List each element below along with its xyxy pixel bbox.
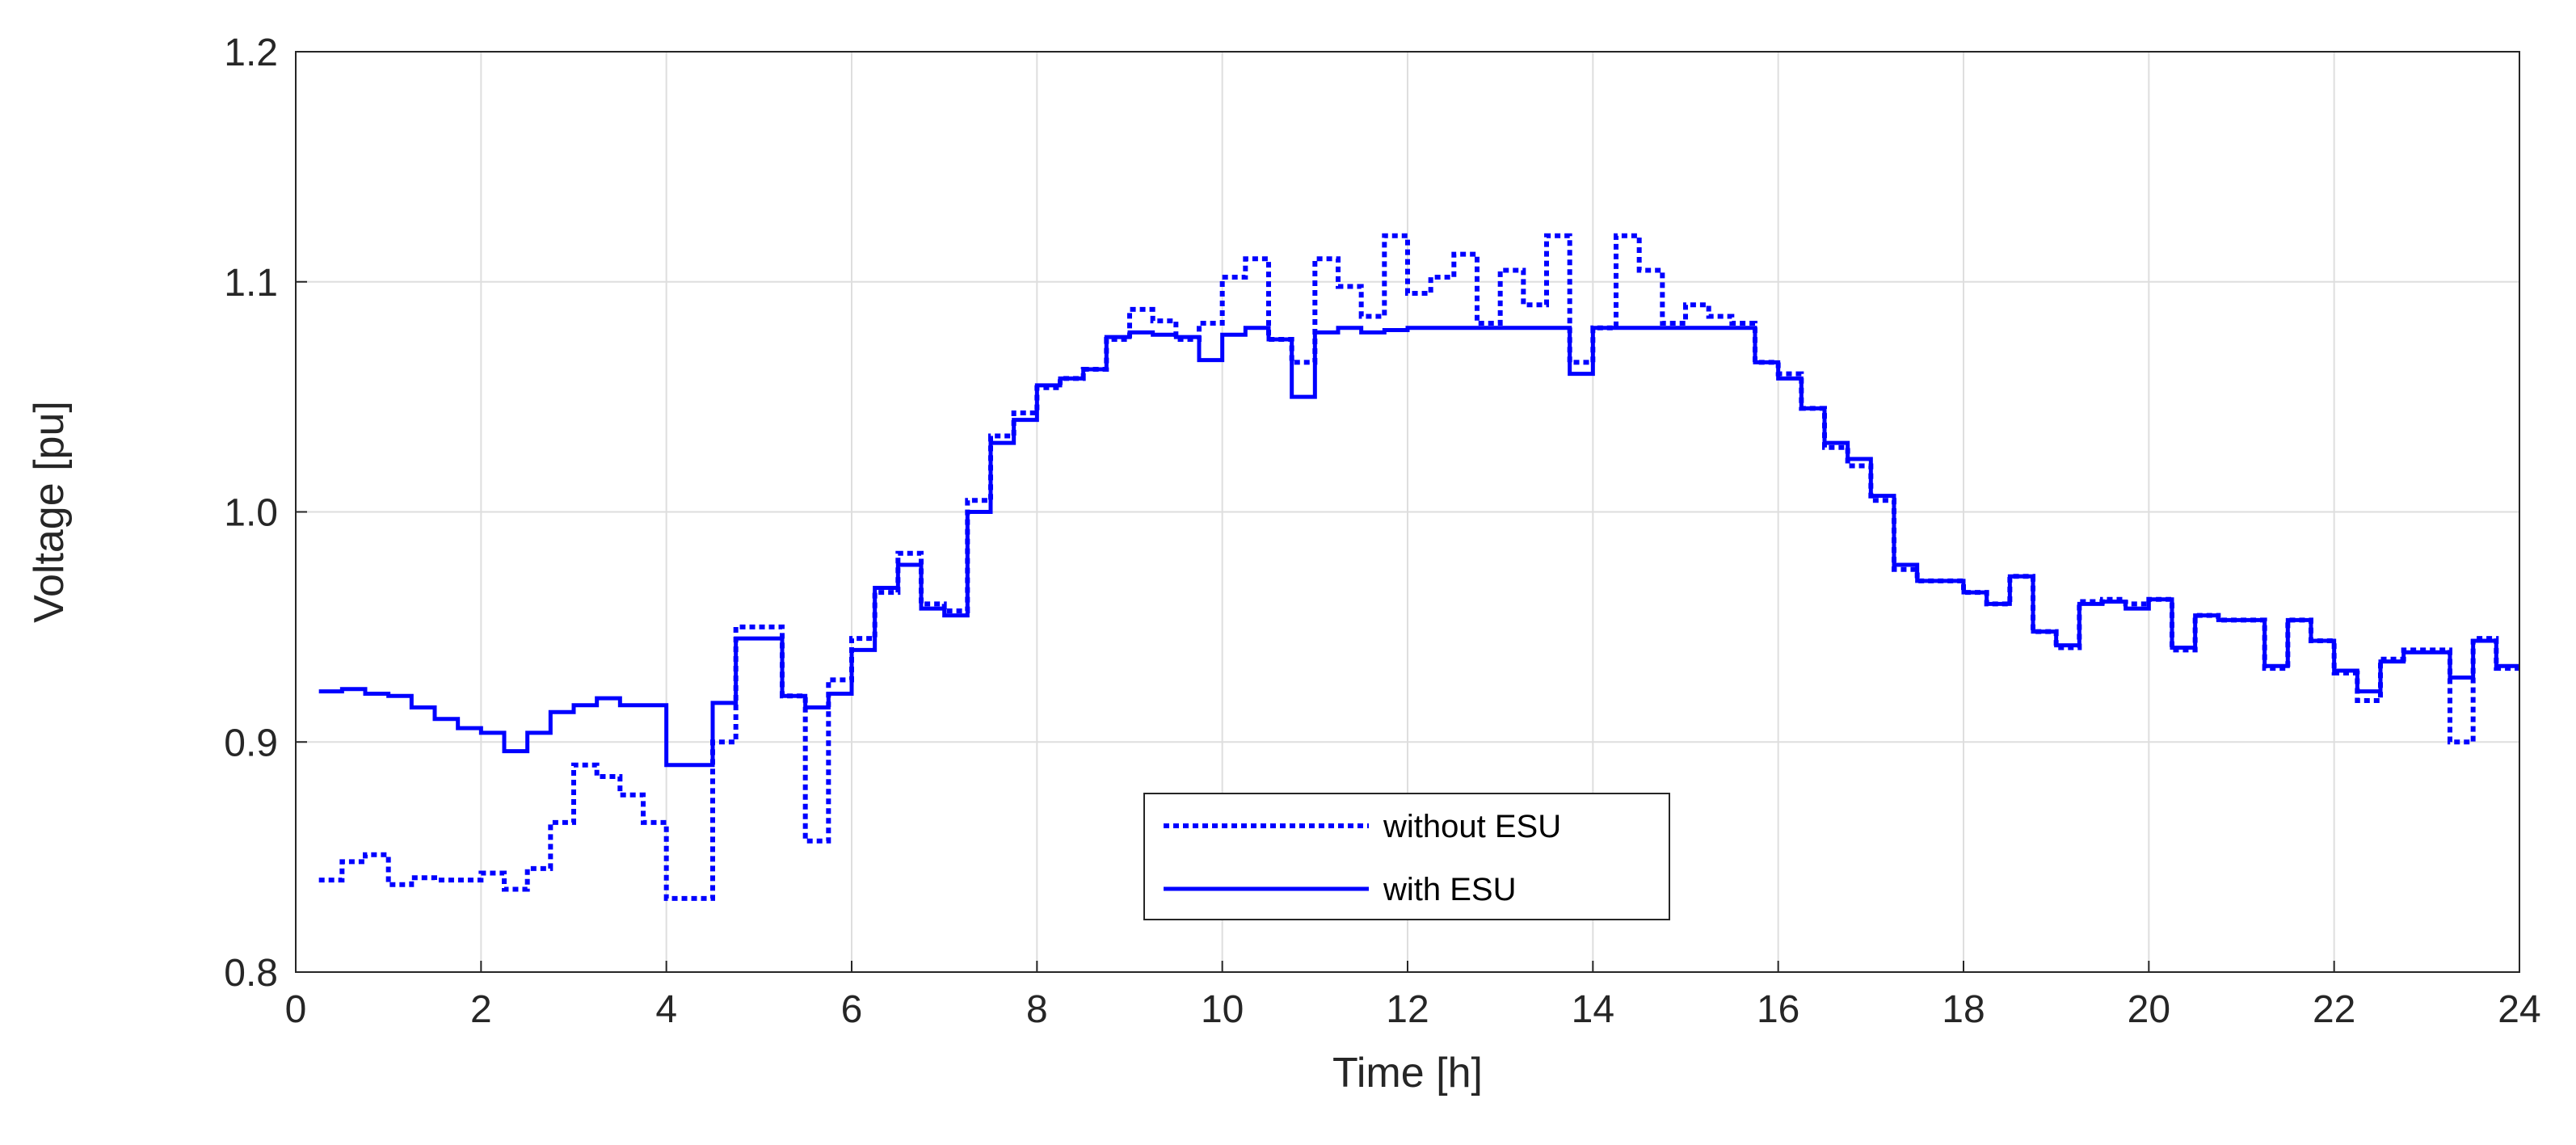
x-tick-label: 0 [285,988,307,1031]
x-tick-label: 2 [470,988,492,1031]
legend-label-without-esu: without ESU [1383,809,1561,844]
y-tick-label: 1.2 [224,32,278,74]
y-tick-label: 0.9 [224,722,278,764]
x-axis-ticks: 0 2 4 6 8 10 12 14 16 18 20 22 24 [285,961,2541,1031]
y-tick-label: 1.0 [224,492,278,535]
x-tick-label: 10 [1201,988,1244,1031]
x-tick-label: 4 [655,988,677,1031]
legend-label-with-esu: with ESU [1383,872,1517,907]
y-tick-label: 1.1 [224,262,278,305]
x-tick-label: 22 [2313,988,2355,1031]
legend-box [1143,793,1670,920]
x-tick-label: 8 [1026,988,1048,1031]
series-group [318,233,2519,901]
y-axis-label: Voltage [pu] [26,401,73,623]
x-tick-label: 16 [1757,988,1799,1031]
series-line-with-esu [318,326,2519,768]
y-tick-label: 0.8 [224,952,278,995]
x-tick-label: 20 [2128,988,2170,1031]
x-tick-label: 6 [841,988,863,1031]
x-tick-label: 14 [1572,988,1614,1031]
x-tick-label: 12 [1386,988,1429,1031]
series-line-without-esu [318,233,2519,901]
x-tick-label: 18 [1942,988,1985,1031]
y-axis-ticks: 0.8 0.9 1.0 1.1 1.2 [224,32,307,995]
x-axis-label: Time [h] [1332,1050,1483,1097]
legend: without ESU with ESU [1143,793,1670,920]
x-tick-label: 24 [2498,988,2540,1031]
